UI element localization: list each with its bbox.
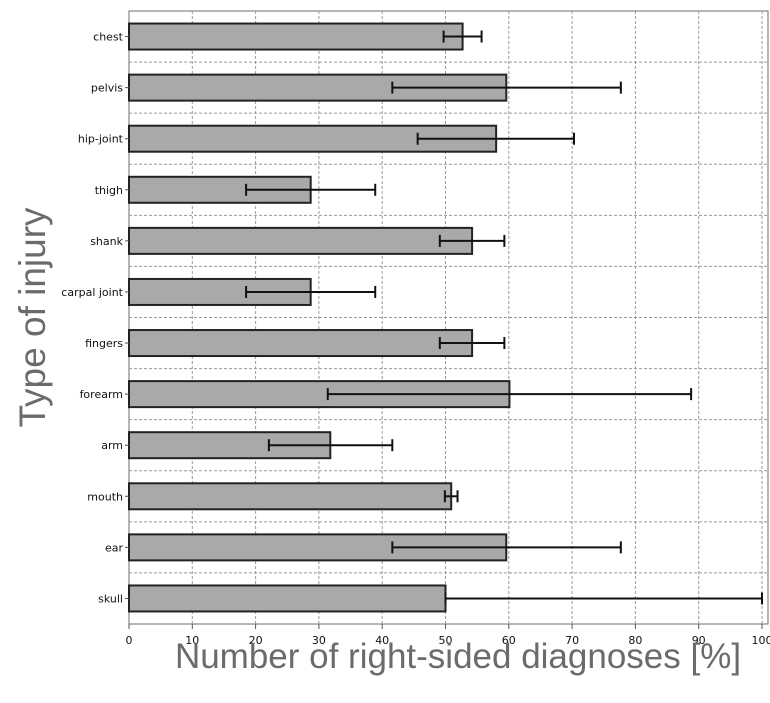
bar-shank xyxy=(128,226,474,255)
x-tick-label: 10 xyxy=(185,634,199,647)
bar-chest xyxy=(128,22,464,51)
x-tick-label: 30 xyxy=(312,634,326,647)
y-tick-label: shank xyxy=(90,235,123,248)
bar-fingers xyxy=(128,329,474,358)
y-axis-label: Type of injury xyxy=(12,207,53,428)
x-tick-label: 50 xyxy=(439,634,453,647)
x-tick-label: 90 xyxy=(692,634,706,647)
y-tick-label: ear xyxy=(105,541,124,554)
y-tick-label: arm xyxy=(101,439,123,452)
y-tick-label: mouth xyxy=(87,490,123,503)
y-tick-label: skull xyxy=(98,592,123,605)
x-tick-label: 20 xyxy=(249,634,263,647)
x-tick-label: 80 xyxy=(628,634,642,647)
x-tick-labels: 0 10 20 30 40 50 60 70 80 90 100 xyxy=(126,624,770,647)
error-bars xyxy=(245,30,763,605)
bar-mouth xyxy=(128,482,453,511)
y-tick-label: carpal joint xyxy=(61,286,123,299)
y-tick-label: hip-joint xyxy=(78,133,124,146)
bars xyxy=(128,22,511,613)
x-axis-label: Number of right-sided diagnoses [%] xyxy=(175,637,741,676)
x-tick-label: 0 xyxy=(126,634,133,647)
x-tick-label: 70 xyxy=(565,634,579,647)
x-tick-label: 100 xyxy=(752,634,770,647)
y-tick-label: fingers xyxy=(85,337,123,350)
y-tick-labels: chest pelvis hip-joint thigh shank carpal joi… xyxy=(61,31,129,605)
y-tick-label: pelvis xyxy=(91,82,123,95)
x-tick-label: 60 xyxy=(502,634,516,647)
x-tick-label: 40 xyxy=(375,634,389,647)
bar-skull xyxy=(128,584,447,613)
y-tick-label: chest xyxy=(93,31,124,44)
y-tick-label: thigh xyxy=(95,184,123,197)
y-tick-label: forearm xyxy=(80,388,123,401)
gridlines xyxy=(129,11,768,624)
